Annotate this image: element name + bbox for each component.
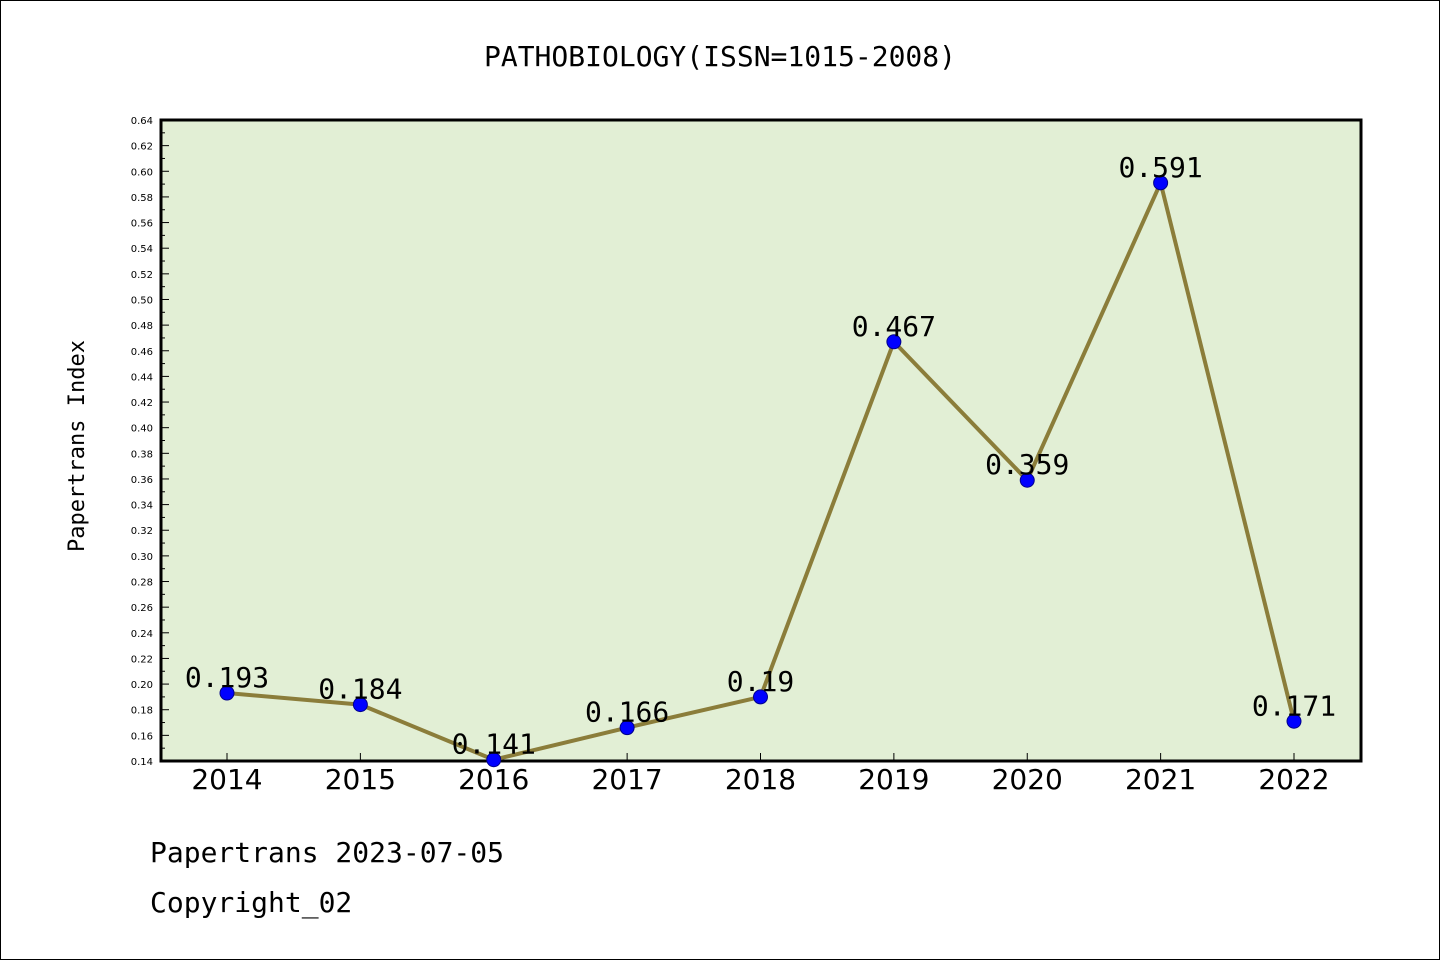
series-layer: 0.193 0.184 0.141 0.166 0.19 0.467 0.359 0.591 0… bbox=[185, 151, 1336, 768]
x-tick-label: 2016 bbox=[458, 763, 529, 796]
x-tick-label: 2020 bbox=[992, 763, 1063, 796]
y-tick-label: 0.20 bbox=[131, 680, 153, 691]
data-point bbox=[753, 689, 768, 705]
y-tick-label: 0.40 bbox=[131, 424, 153, 435]
y-tick-label: 0.50 bbox=[131, 295, 153, 306]
data-label: 0.193 bbox=[185, 661, 269, 694]
y-axis: 0.14 0.16 0.18 0.20 0.22 0.24 0.26 0.28 0.30 0.32… bbox=[131, 116, 169, 768]
y-tick-label: 0.54 bbox=[131, 244, 153, 255]
data-point bbox=[1286, 713, 1302, 729]
x-tick-label: 2015 bbox=[325, 763, 396, 796]
data-label: 0.141 bbox=[452, 728, 536, 761]
y-tick-label: 0.48 bbox=[131, 321, 153, 332]
y-tick-label: 0.44 bbox=[131, 372, 153, 383]
y-tick-label: 0.14 bbox=[131, 757, 153, 768]
y-tick-label: 0.56 bbox=[131, 219, 153, 230]
y-tick-label: 0.22 bbox=[131, 654, 153, 665]
data-point bbox=[1019, 472, 1035, 488]
x-tick-label: 2019 bbox=[858, 763, 929, 796]
y-tick-label: 0.62 bbox=[131, 142, 153, 153]
x-axis: 2014 2015 2016 2017 2018 2019 2020 2021 2022 bbox=[191, 753, 1330, 796]
data-label: 0.184 bbox=[318, 673, 402, 706]
footer-copyright: Copyright_02 bbox=[150, 886, 353, 919]
x-tick-label: 2018 bbox=[725, 763, 796, 796]
y-tick-label: 0.36 bbox=[131, 475, 153, 486]
plot-area bbox=[159, 118, 1363, 763]
y-tick-label: 0.30 bbox=[131, 552, 153, 563]
data-point bbox=[886, 334, 902, 350]
y-tick-label: 0.26 bbox=[131, 603, 153, 614]
y-tick-label: 0.32 bbox=[131, 526, 153, 537]
footer-date: Papertrans 2023-07-05 bbox=[150, 836, 505, 869]
y-tick-label: 0.38 bbox=[131, 449, 153, 460]
y-tick-label: 0.60 bbox=[131, 167, 153, 178]
y-tick-label: 0.28 bbox=[131, 578, 153, 589]
data-label: 0.171 bbox=[1252, 689, 1336, 722]
data-point bbox=[1153, 175, 1169, 191]
y-tick-label: 0.64 bbox=[131, 116, 153, 127]
x-tick-label: 2022 bbox=[1258, 763, 1329, 796]
y-tick-label: 0.42 bbox=[131, 398, 153, 409]
data-label: 0.359 bbox=[985, 448, 1069, 481]
data-point bbox=[219, 685, 235, 701]
chart-title: PATHOBIOLOGY(ISSN=1015-2008) bbox=[484, 40, 956, 73]
data-label: 0.166 bbox=[585, 696, 669, 729]
y-tick-label: 0.16 bbox=[131, 731, 153, 742]
y-tick-label: 0.46 bbox=[131, 347, 153, 358]
data-point bbox=[619, 720, 635, 736]
y-tick-label: 0.18 bbox=[131, 706, 153, 717]
x-tick-label: 2021 bbox=[1125, 763, 1196, 796]
data-label: 0.591 bbox=[1118, 151, 1202, 184]
y-tick-label: 0.52 bbox=[131, 270, 153, 281]
data-label: 0.467 bbox=[852, 310, 936, 343]
y-tick-label: 0.58 bbox=[131, 193, 153, 204]
x-tick-label: 2014 bbox=[191, 763, 262, 796]
data-point bbox=[486, 752, 502, 768]
x-tick-label: 2017 bbox=[591, 763, 662, 796]
y-tick-label: 0.24 bbox=[131, 629, 153, 640]
data-label: 0.19 bbox=[727, 665, 794, 698]
data-point bbox=[352, 697, 368, 713]
y-tick-label: 0.34 bbox=[131, 501, 153, 512]
y-axis-label: Papertrans Index bbox=[65, 340, 90, 552]
